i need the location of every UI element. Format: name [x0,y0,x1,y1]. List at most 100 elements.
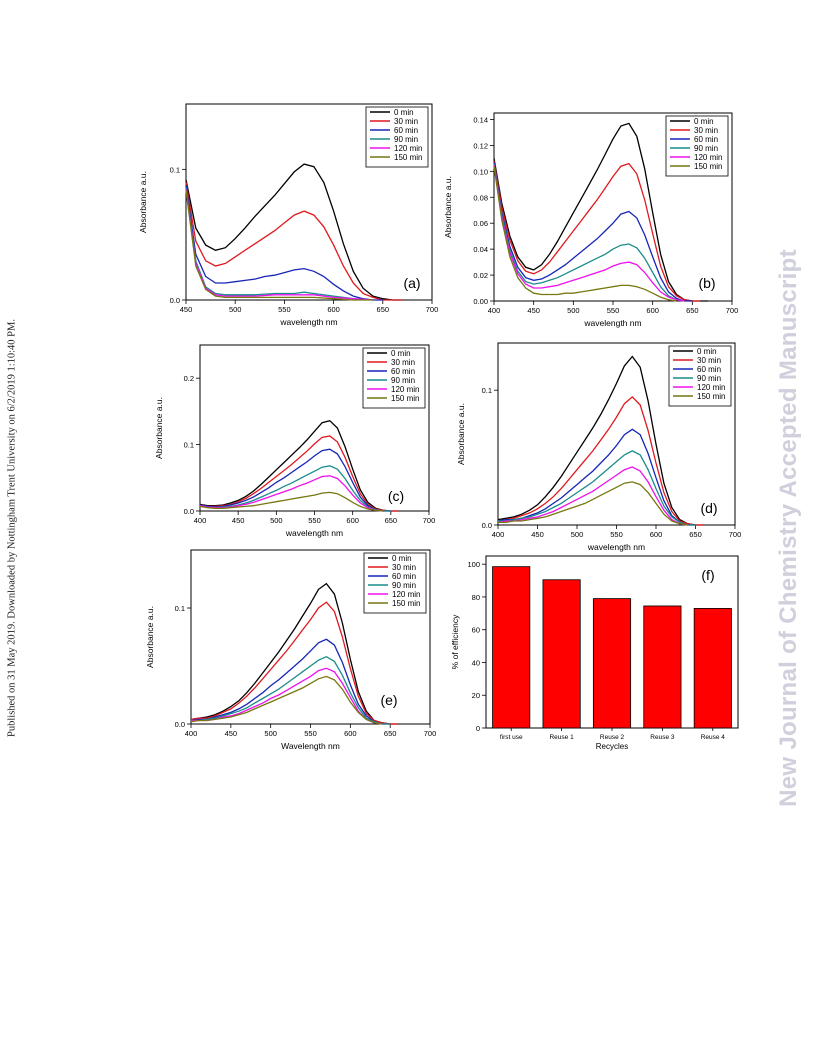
y-tick-label: 20 [472,691,480,700]
x-tick-label: Reuse 4 [701,734,726,741]
series-line-90-min [498,450,696,526]
x-tick-label: first use [500,734,523,741]
panel-label: (a) [403,275,420,291]
x-tick-label: 650 [384,729,397,738]
x-tick-label: 600 [650,530,663,539]
y-tick-label: 0.1 [184,441,194,450]
x-tick-label: 450 [232,516,245,525]
legend-label: 30 min [697,356,721,365]
x-tick-label: 550 [308,516,321,525]
series-line-0-min [185,163,403,301]
series-line-30-min [190,601,399,725]
series-line-30-min [497,396,704,526]
series-line-60-min [185,184,383,301]
x-tick-label: 550 [607,306,620,315]
series-line-90-min [185,187,374,301]
y-tick-label: 0 [476,724,480,733]
y-tick-label: 0.1 [175,604,185,613]
legend-label: 150 min [391,394,419,403]
legend-label: 120 min [391,385,419,394]
y-tick-label: 0.08 [473,193,488,202]
x-tick-label: 550 [304,729,317,738]
y-tick-label: 0.06 [473,219,488,228]
series-line-30-min [493,160,701,302]
y-axis-label: Absorbance a.u. [443,176,453,238]
legend-label: 30 min [391,358,415,367]
chart-panel-c: 0.0 0.1 0.2 Absorbance a.u. 400 450 500 550 600 6… [154,344,436,538]
legend-label: 60 min [392,572,416,581]
plot-frame [185,103,433,301]
x-tick-label: 500 [571,530,584,539]
x-tick-label: 700 [426,305,439,314]
series-line-60-min [190,638,391,725]
journal-watermark-text: New Journal of Chemistry Accepted Manusc… [775,249,802,807]
chart-panel-a: 0.0 0.1 Absorbance a.u. 450 500 550 600 650 700 w… [138,103,439,327]
panel-label: (b) [698,275,715,291]
panel-label: (e) [380,692,397,708]
series-line-120-min [497,466,688,526]
x-tick-label: 450 [531,530,544,539]
x-tick-label: Reuse 3 [650,734,675,741]
x-tick-label: 650 [689,530,702,539]
y-tick-label: 0.1 [482,386,492,395]
y-tick-label: 0.02 [473,271,488,280]
x-tick-label: 650 [686,306,699,315]
legend-label: 60 min [394,126,418,135]
x-tick-label: 700 [423,516,436,525]
legend-label: 150 min [394,153,422,162]
side-note-text: Published on 31 May 2019. Downloaded by … [6,319,18,737]
x-tick-label: 450 [527,306,540,315]
x-axis-label: Recycles [596,742,628,751]
y-tick-label: 0.12 [473,141,488,150]
y-tick-label: 40 [472,658,480,667]
series-line-150-min [498,481,688,526]
y-tick-label: 0.04 [473,245,488,254]
y-tick-label: 0.14 [473,115,488,124]
y-axis-label: Absorbance a.u. [154,397,164,459]
y-tick-label: 0.10 [473,167,488,176]
y-axis-label: % of efficiency [450,614,460,669]
bar [643,605,682,729]
chart-panel-d: 0.0 0.1 Absorbance a.u. 400 450 500 550 600 650 7… [456,342,741,552]
x-tick-label: 650 [385,516,398,525]
x-tick-label: 600 [646,306,659,315]
panel-label: (d) [700,500,717,516]
legend-label: 0 min [391,349,411,358]
legend-label: 90 min [392,581,416,590]
series-line-0-min [190,582,399,725]
x-tick-label: 500 [229,305,242,314]
legend-label: 150 min [694,162,722,171]
series-line-120-min [185,188,374,301]
x-tick-label: Reuse 2 [600,734,625,741]
chart-panel-e: 0.0 0.1 Absorbance a.u. 400 450 500 550 600 650 7… [145,549,436,751]
series-line-120-min [191,667,383,725]
x-axis-label: wavelength nm [583,318,641,328]
x-tick-label: 500 [567,306,580,315]
series-line-0-min [199,419,399,512]
legend-label: 0 min [697,347,717,356]
series-line-60-min [497,428,696,526]
series-line-150-min [185,190,373,301]
series-line-30-min [185,182,403,301]
x-tick-label: Reuse 1 [549,734,574,741]
series-line-120-min [199,475,384,512]
x-tick-label: 400 [194,516,207,525]
series-line-60-min [493,162,693,302]
legend-label: 30 min [392,563,416,572]
y-tick-label: 0.0 [184,507,194,516]
x-tick-label: 600 [327,305,340,314]
legend-label: 120 min [697,383,725,392]
x-tick-label: 650 [377,305,390,314]
panel-label: (c) [388,488,404,504]
y-tick-label: 0.0 [175,720,185,729]
x-tick-label: 500 [264,729,277,738]
x-tick-label: 700 [726,306,739,315]
x-tick-label: 450 [225,729,238,738]
legend-label: 30 min [694,126,718,135]
bar [592,598,632,729]
legend-label: 0 min [392,554,412,563]
series-line-150-min [190,675,383,725]
x-tick-label: 550 [278,305,291,314]
legend-label: 120 min [394,144,422,153]
chart-panel-f: 0 20 40 60 80 100 % of efficiency first use Reus… [450,555,739,751]
